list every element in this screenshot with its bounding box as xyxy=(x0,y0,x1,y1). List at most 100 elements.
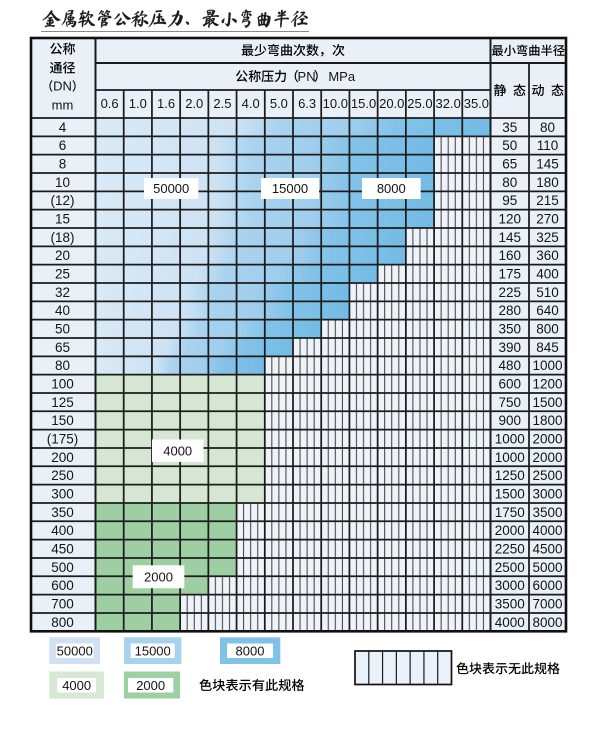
svg-text:350: 350 xyxy=(498,322,521,337)
svg-text:2.0: 2.0 xyxy=(185,96,203,111)
svg-text:25: 25 xyxy=(55,267,70,282)
svg-text:1500: 1500 xyxy=(495,487,525,502)
svg-text:20.0: 20.0 xyxy=(379,96,404,111)
svg-text:900: 900 xyxy=(498,413,521,428)
svg-text:32: 32 xyxy=(55,285,70,300)
svg-text:280: 280 xyxy=(498,303,521,318)
svg-text:2000: 2000 xyxy=(495,523,525,538)
svg-text:50000: 50000 xyxy=(153,181,189,196)
svg-text:600: 600 xyxy=(51,578,74,593)
svg-text:225: 225 xyxy=(498,285,521,300)
svg-text:50: 50 xyxy=(55,322,70,337)
svg-text:800: 800 xyxy=(536,322,559,337)
svg-text:390: 390 xyxy=(498,340,521,355)
svg-text:4: 4 xyxy=(59,120,67,135)
svg-text:20: 20 xyxy=(55,248,70,263)
svg-text:400: 400 xyxy=(536,267,559,282)
svg-text:640: 640 xyxy=(536,303,559,318)
svg-text:3500: 3500 xyxy=(532,505,562,520)
svg-text:5.0: 5.0 xyxy=(270,96,288,111)
svg-text:2500: 2500 xyxy=(495,560,525,575)
svg-text:480: 480 xyxy=(498,358,521,373)
svg-text:35.0: 35.0 xyxy=(464,96,489,111)
svg-text:450: 450 xyxy=(51,542,74,557)
svg-text:65: 65 xyxy=(502,157,517,172)
svg-text:300: 300 xyxy=(51,487,74,502)
svg-text:1000: 1000 xyxy=(495,450,525,465)
svg-text:1.6: 1.6 xyxy=(157,96,175,111)
svg-text:6.3: 6.3 xyxy=(298,96,316,111)
svg-text:270: 270 xyxy=(536,212,559,227)
svg-text:325: 325 xyxy=(536,230,559,245)
svg-text:1250: 1250 xyxy=(495,468,525,483)
svg-text:3500: 3500 xyxy=(495,597,525,612)
svg-text:215: 215 xyxy=(536,193,559,208)
svg-text:2000: 2000 xyxy=(144,569,173,584)
svg-text:8: 8 xyxy=(59,157,67,172)
svg-text:510: 510 xyxy=(536,285,559,300)
svg-text:35: 35 xyxy=(502,120,517,135)
svg-text:200: 200 xyxy=(51,450,74,465)
svg-text:15000: 15000 xyxy=(272,181,308,196)
svg-text:15000: 15000 xyxy=(135,643,171,658)
svg-text:2500: 2500 xyxy=(532,468,562,483)
svg-text:175: 175 xyxy=(498,267,521,282)
svg-text:0.6: 0.6 xyxy=(101,96,119,111)
svg-text:800: 800 xyxy=(51,615,74,630)
svg-text:80: 80 xyxy=(55,358,70,373)
svg-text:1750: 1750 xyxy=(495,505,525,520)
svg-text:15: 15 xyxy=(55,212,70,227)
svg-text:4500: 4500 xyxy=(532,542,562,557)
svg-text:(18): (18) xyxy=(50,230,74,245)
svg-text:250: 250 xyxy=(51,468,74,483)
svg-text:7000: 7000 xyxy=(532,597,562,612)
svg-text:700: 700 xyxy=(51,597,74,612)
svg-text:PN: PN xyxy=(298,69,316,84)
svg-text:(12): (12) xyxy=(50,193,74,208)
svg-text:1500: 1500 xyxy=(532,395,562,410)
svg-text:8000: 8000 xyxy=(377,181,406,196)
svg-text:50000: 50000 xyxy=(57,643,93,658)
svg-text:80: 80 xyxy=(540,120,555,135)
svg-text:95: 95 xyxy=(502,193,517,208)
svg-text:4000: 4000 xyxy=(532,523,562,538)
svg-text:4.0: 4.0 xyxy=(242,96,260,111)
svg-text:1.0: 1.0 xyxy=(129,96,147,111)
svg-text:120: 120 xyxy=(498,212,521,227)
svg-text:5000: 5000 xyxy=(532,560,562,575)
svg-text:2000: 2000 xyxy=(136,678,165,693)
svg-text:mm: mm xyxy=(52,98,74,113)
svg-text:4000: 4000 xyxy=(62,678,91,693)
svg-text:160: 160 xyxy=(498,248,521,263)
svg-text:360: 360 xyxy=(536,248,559,263)
svg-text:400: 400 xyxy=(51,523,74,538)
svg-text:65: 65 xyxy=(55,340,70,355)
svg-text:8000: 8000 xyxy=(532,615,562,630)
svg-text:1800: 1800 xyxy=(532,413,562,428)
svg-text:1000: 1000 xyxy=(495,432,525,447)
svg-text:6: 6 xyxy=(59,138,67,153)
svg-text:MPa: MPa xyxy=(328,69,356,84)
svg-text:110: 110 xyxy=(537,138,559,153)
svg-text:150: 150 xyxy=(51,413,74,428)
svg-text:2.5: 2.5 xyxy=(213,96,231,111)
svg-text:350: 350 xyxy=(51,505,74,520)
svg-text:DN: DN xyxy=(53,79,72,94)
svg-text:3000: 3000 xyxy=(495,578,525,593)
svg-text:4000: 4000 xyxy=(495,615,525,630)
svg-text:100: 100 xyxy=(51,377,74,392)
svg-text:50: 50 xyxy=(502,138,517,153)
svg-text:2000: 2000 xyxy=(532,432,562,447)
svg-text:32.0: 32.0 xyxy=(436,96,461,111)
svg-text:145: 145 xyxy=(536,157,559,172)
svg-text:2250: 2250 xyxy=(495,542,525,557)
svg-text:1000: 1000 xyxy=(532,358,562,373)
svg-text:10: 10 xyxy=(55,175,70,190)
svg-text:750: 750 xyxy=(498,395,521,410)
svg-text:15.0: 15.0 xyxy=(351,96,376,111)
svg-text:8000: 8000 xyxy=(236,643,265,658)
svg-text:500: 500 xyxy=(51,560,74,575)
svg-text:40: 40 xyxy=(55,303,70,318)
svg-text:25.0: 25.0 xyxy=(407,96,432,111)
svg-text:10.0: 10.0 xyxy=(323,96,348,111)
